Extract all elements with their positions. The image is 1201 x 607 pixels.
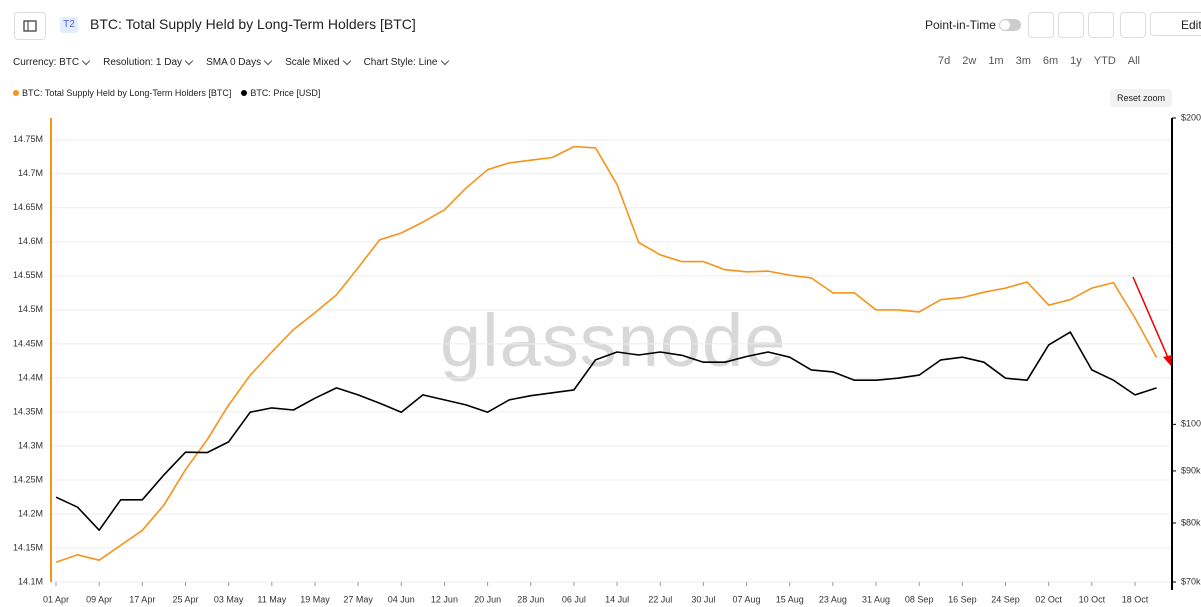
- x-tick-label: 11 May: [257, 594, 286, 604]
- alert-button[interactable]: [1058, 12, 1084, 38]
- y-tick-label: 14.3M: [18, 440, 43, 450]
- sidebar-toggle[interactable]: [14, 12, 46, 40]
- dropdown[interactable]: Scale Mixed: [285, 56, 351, 68]
- y-tick-label: 14.1M: [18, 576, 43, 586]
- toolbar: Currency: BTC Resolution: 1 Day SMA 0 Days…: [13, 56, 449, 68]
- x-tick-label: 20 Jun: [474, 594, 501, 604]
- x-tick-label: 23 Aug: [819, 594, 847, 604]
- x-tick-label: 03 May: [214, 594, 244, 604]
- y-tick-label: 14.2M: [18, 508, 43, 518]
- x-tick-label: 01 Apr: [43, 594, 69, 604]
- x-tick-label: 16 Sep: [948, 594, 977, 604]
- range-button[interactable]: All: [1127, 55, 1141, 67]
- x-tick-label: 10 Oct: [1079, 594, 1106, 604]
- x-tick-label: 15 Aug: [776, 594, 804, 604]
- edit-button[interactable]: Edit: [1150, 12, 1201, 36]
- dropdown[interactable]: SMA 0 Days: [206, 56, 273, 68]
- x-tick-label: 04 Jun: [388, 594, 415, 604]
- y-tick-label: 14.55M: [13, 270, 43, 280]
- page-title: BTC: Total Supply Held by Long-Term Hold…: [90, 16, 416, 32]
- y2-tick-label: $200k: [1181, 112, 1201, 122]
- dropdown-label: Chart Style: Line: [363, 57, 438, 68]
- annotation-arrowhead: [1163, 355, 1172, 366]
- dropdown[interactable]: Currency: BTC: [13, 56, 91, 68]
- share-button[interactable]: [1088, 12, 1114, 38]
- y-tick-label: 14.6M: [18, 236, 43, 246]
- y-tick-label: 14.75M: [13, 134, 43, 144]
- star-button[interactable]: [1028, 12, 1054, 38]
- y-tick-label: 14.25M: [13, 474, 43, 484]
- y-tick-label: 14.5M: [18, 304, 43, 314]
- x-tick-label: 18 Oct: [1122, 594, 1149, 604]
- point-in-time-toggle[interactable]: [999, 19, 1021, 31]
- copy-button[interactable]: [1120, 12, 1146, 38]
- y2-tick-label: $100k: [1181, 419, 1201, 429]
- y-tick-label: 14.65M: [13, 202, 43, 212]
- x-tick-label: 09 Apr: [86, 594, 112, 604]
- legend-swatch: [241, 90, 248, 96]
- point-in-time-label: Point-in-Time: [925, 18, 996, 32]
- legend-label: BTC: Price [USD]: [250, 88, 321, 98]
- legend-swatch: [13, 90, 19, 96]
- range-selector: 7d 2w 1m 3m 6m 1y YTD All: [938, 55, 1140, 67]
- x-tick-label: 14 Jul: [605, 594, 629, 604]
- legend: BTC: Total Supply Held by Long-Term Hold…: [13, 88, 320, 98]
- y-tick-label: 14.15M: [13, 542, 43, 552]
- plot: 14.1M 14.15M 14.2M 14.25M 14.3M 14.35M 14.4M 14…: [13, 112, 1201, 604]
- x-tick-label: 27 May: [343, 594, 373, 604]
- x-tick-label: 02 Oct: [1035, 594, 1062, 604]
- x-tick-label: 25 Apr: [172, 594, 198, 604]
- x-tick-label: 07 Aug: [733, 594, 761, 604]
- reset-zoom[interactable]: Reset zoom: [1110, 89, 1172, 107]
- range-button[interactable]: 7d: [938, 55, 951, 67]
- y2-tick-label: $90k: [1181, 465, 1201, 475]
- x-tick-label: 30 Jul: [691, 594, 715, 604]
- legend-label: BTC: Total Supply Held by Long-Term Hold…: [22, 88, 232, 98]
- x-tick-label: 12 Jun: [431, 594, 458, 604]
- annotation-arrow: [1132, 276, 1170, 361]
- dropdown-label: Resolution: 1 Day: [103, 57, 183, 68]
- range-button[interactable]: 3m: [1015, 55, 1031, 67]
- dropdown[interactable]: Chart Style: Line: [363, 56, 449, 68]
- dropdown[interactable]: Resolution: 1 Day: [103, 56, 194, 68]
- x-tick-label: 06 Jul: [562, 594, 586, 604]
- range-button[interactable]: 1m: [988, 55, 1004, 67]
- x-tick-label: 31 Aug: [862, 594, 890, 604]
- x-tick-label: 19 May: [300, 594, 330, 604]
- sidebar-icon: [23, 20, 37, 32]
- dropdown-label: SMA 0 Days: [206, 57, 262, 68]
- tier-badge: T2: [60, 17, 78, 33]
- range-button[interactable]: 1y: [1070, 55, 1082, 67]
- watermark: glassnode: [440, 299, 787, 382]
- x-tick-label: 24 Sep: [991, 594, 1020, 604]
- y-tick-label: 14.4M: [18, 372, 43, 382]
- y2-tick-label: $80k: [1181, 517, 1201, 527]
- x-tick-label: 28 Jun: [517, 594, 544, 604]
- legend-item: BTC: Total Supply Held by Long-Term Hold…: [13, 88, 231, 98]
- y-tick-label: 14.35M: [13, 406, 43, 416]
- range-button[interactable]: 2w: [962, 55, 977, 67]
- x-tick-label: 22 Jul: [648, 594, 672, 604]
- range-button[interactable]: YTD: [1093, 55, 1116, 67]
- range-button[interactable]: 6m: [1042, 55, 1059, 67]
- series-line: [55, 331, 1157, 531]
- legend-item: BTC: Price [USD]: [241, 88, 320, 98]
- y-tick-label: 14.7M: [18, 168, 43, 178]
- y-tick-label: 14.45M: [13, 338, 43, 348]
- series-line: [55, 145, 1158, 564]
- dropdown-label: Scale Mixed: [285, 57, 340, 68]
- x-tick-label: 17 Apr: [129, 594, 155, 604]
- dropdown-label: Currency: BTC: [13, 57, 80, 68]
- y2-tick-label: $70k: [1181, 576, 1201, 586]
- x-tick-label: 08 Sep: [905, 594, 934, 604]
